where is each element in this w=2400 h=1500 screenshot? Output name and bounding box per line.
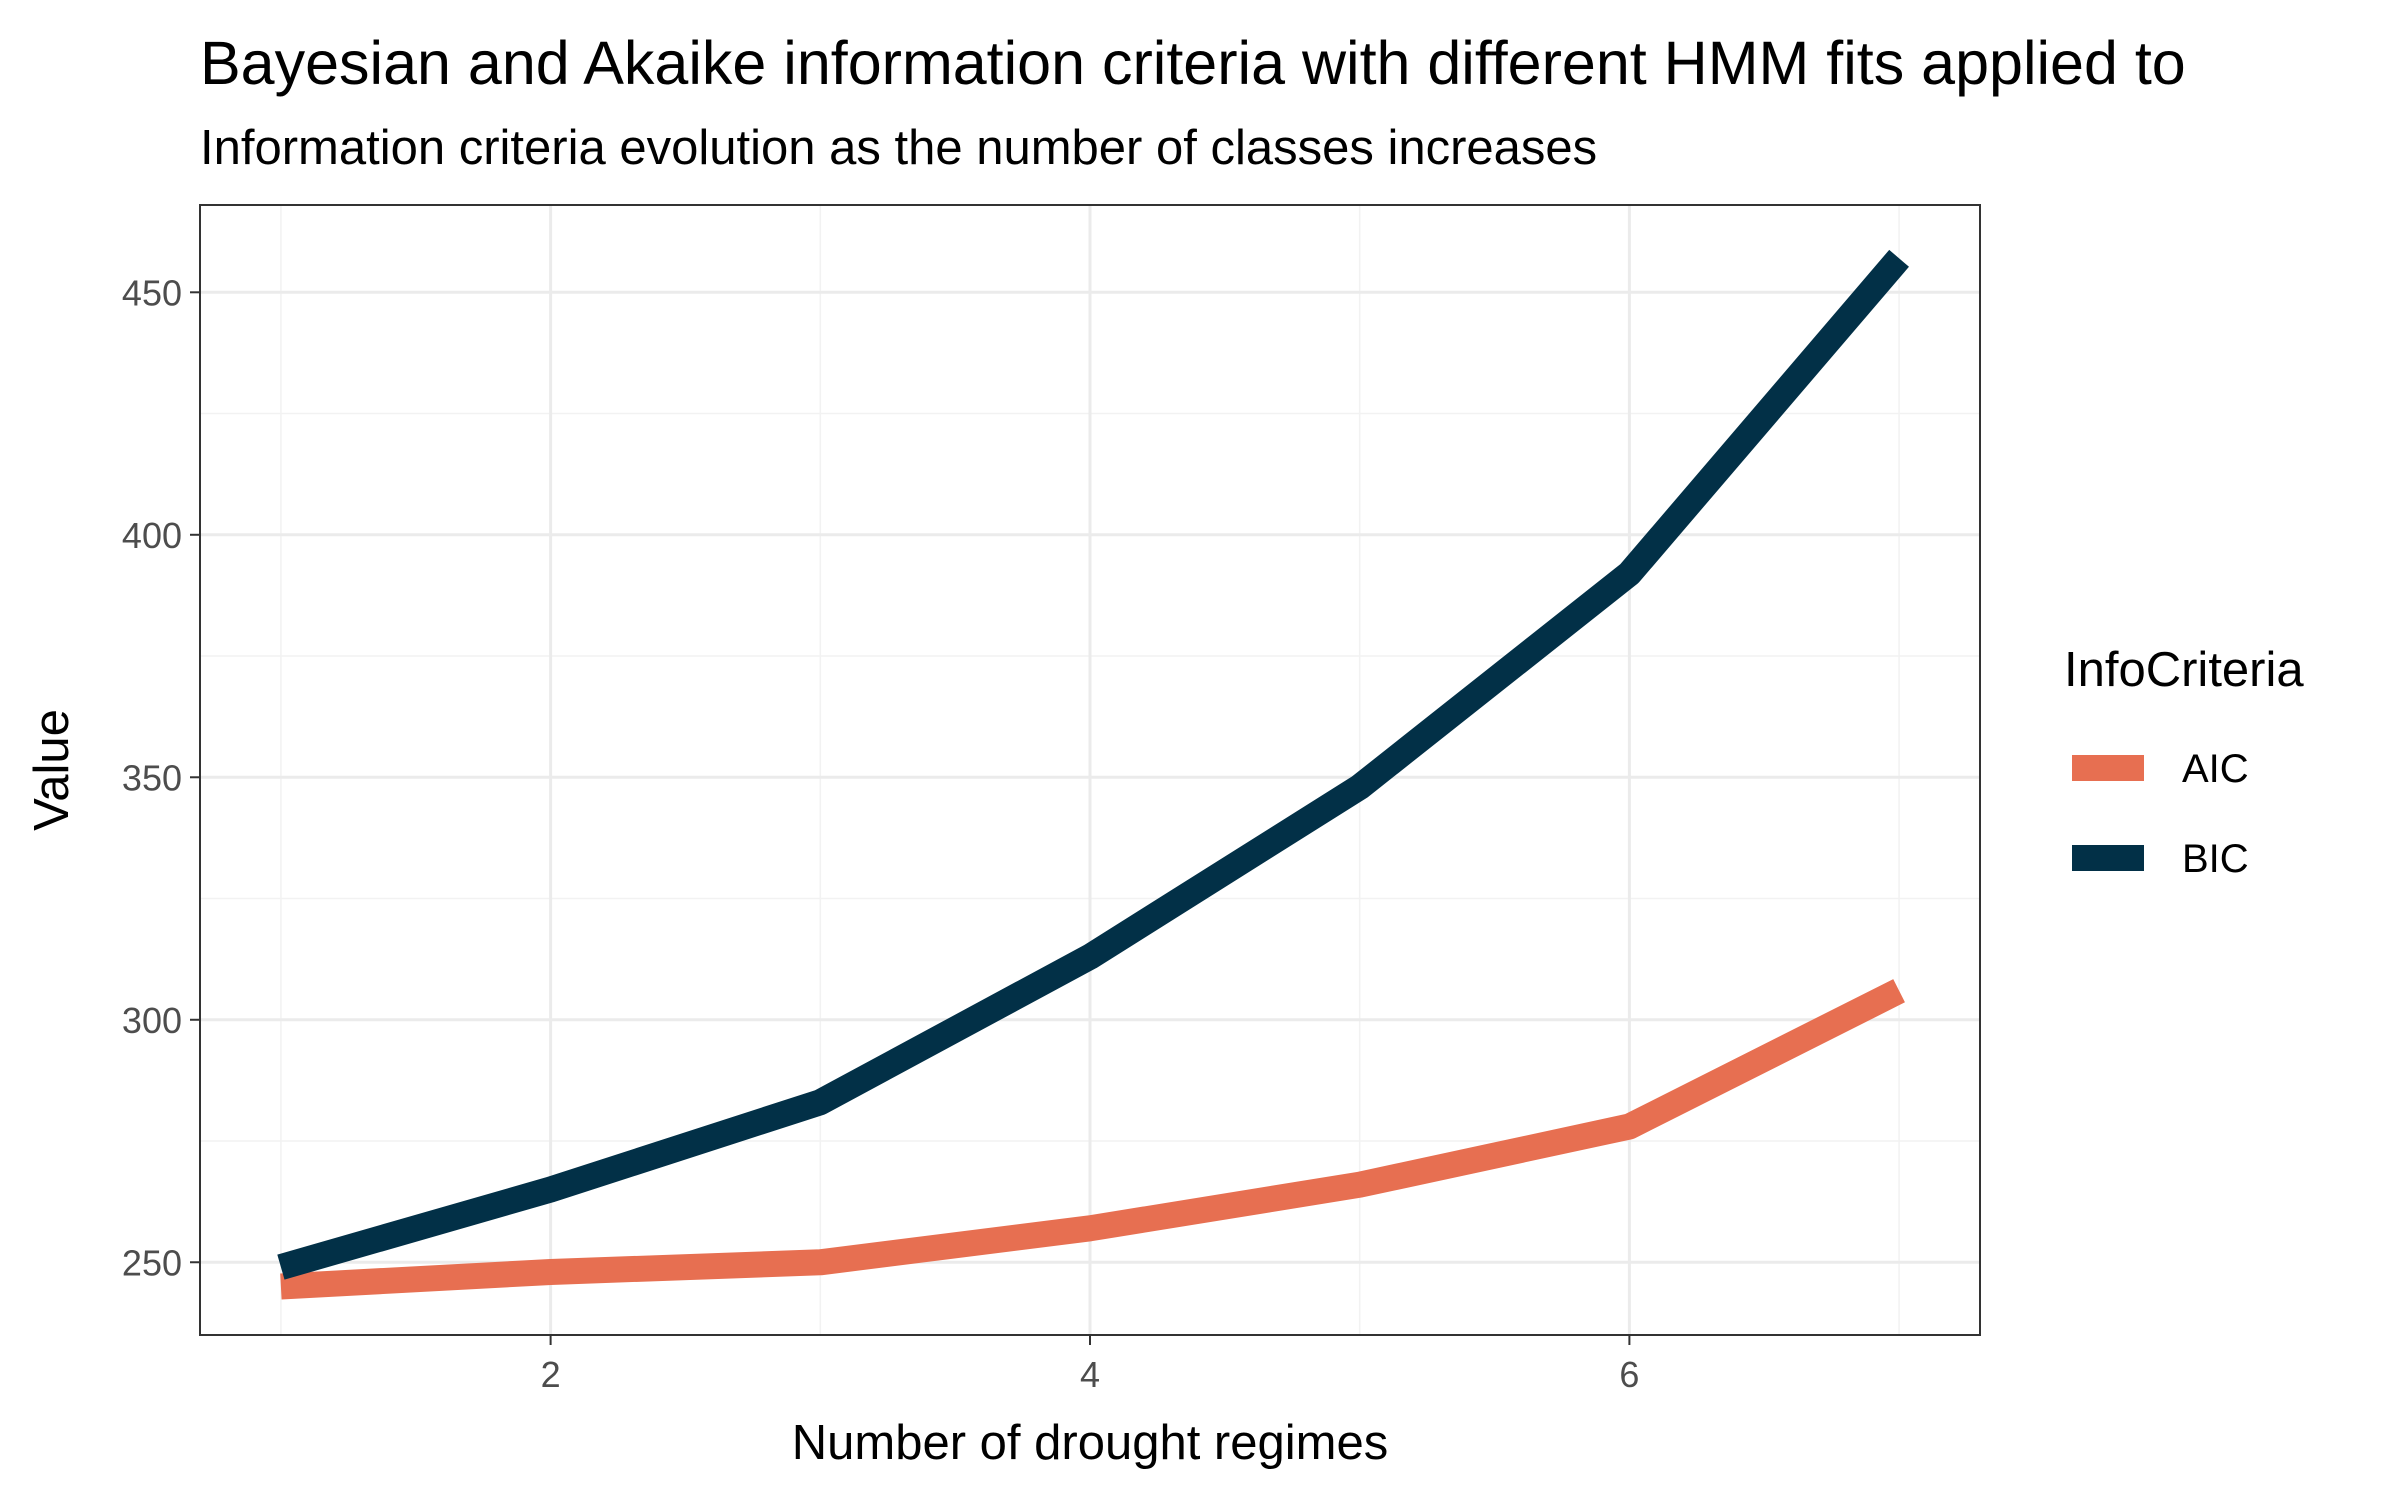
x-axis-ticks: 2 4 6 <box>541 1335 1639 1395</box>
y-tick-label: 400 <box>122 515 182 556</box>
y-tick-label: 250 <box>122 1242 182 1283</box>
legend-label-aic: AIC <box>2182 747 2249 791</box>
legend-label-bic: BIC <box>2182 837 2249 881</box>
series-line-aic <box>280 979 1905 1300</box>
x-tick-label: 4 <box>1080 1354 1100 1395</box>
y-axis-ticks: 250 300 350 400 450 <box>122 272 200 1283</box>
series-layer <box>277 249 1909 1300</box>
x-axis-title: Number of drought regimes <box>792 1416 1388 1470</box>
chart-title: Bayesian and Akaike information criteria… <box>200 29 2186 97</box>
y-tick-label: 300 <box>122 1000 182 1041</box>
y-tick-label: 450 <box>122 272 182 313</box>
legend-title: InfoCriteria <box>2064 643 2304 697</box>
series-line-bic <box>277 249 1909 1280</box>
y-axis-title: Value <box>25 709 79 831</box>
grid <box>200 205 1980 1335</box>
y-tick-label: 350 <box>122 757 182 798</box>
chart-subtitle: Information criteria evolution as the nu… <box>200 121 1597 175</box>
legend-items: AIC BIC <box>2072 747 2249 881</box>
legend: InfoCriteria AIC BIC <box>2064 643 2304 881</box>
x-tick-label: 6 <box>1619 1354 1639 1395</box>
x-tick-label: 2 <box>541 1354 561 1395</box>
